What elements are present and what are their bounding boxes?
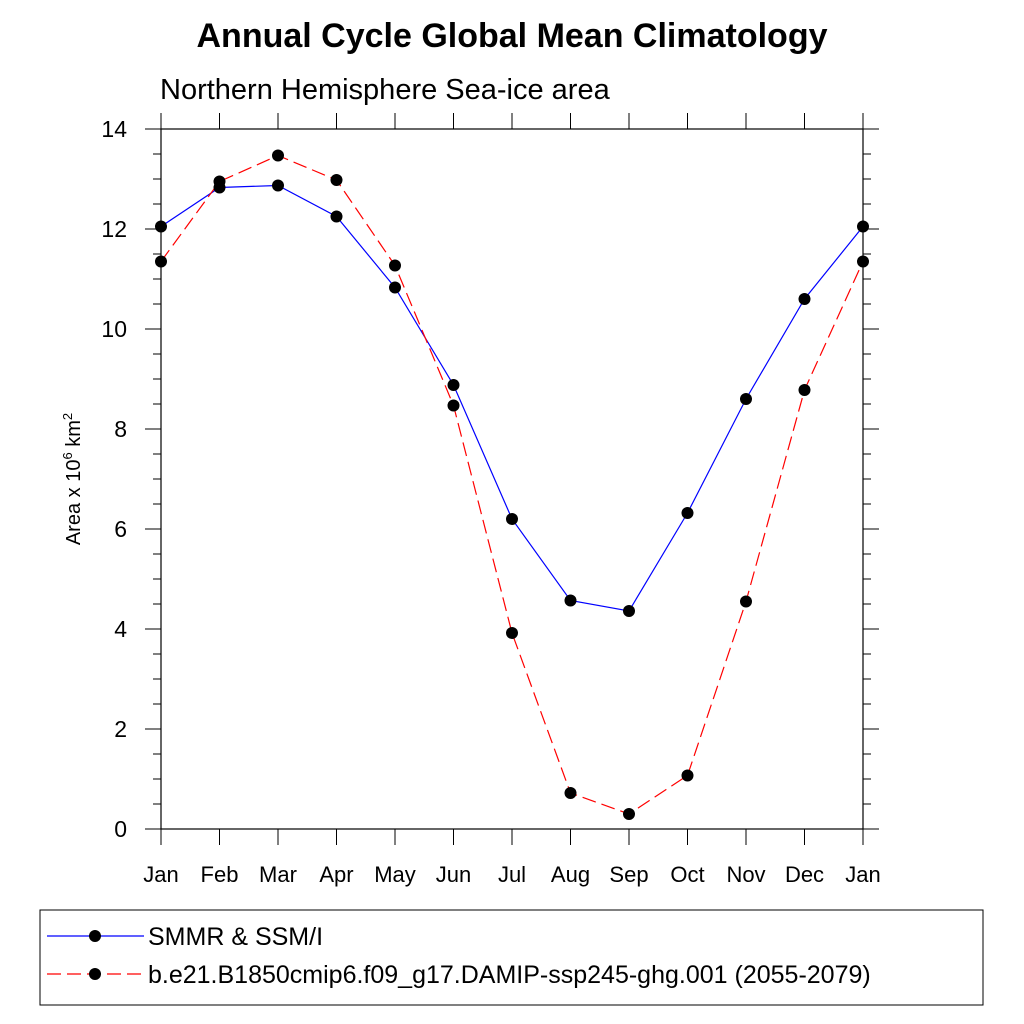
- series-1-point: [330, 210, 343, 223]
- x-tick-label: Jan: [143, 862, 178, 887]
- series-2-point: [681, 769, 694, 782]
- y-axis-label-text: Area x 10: [63, 460, 85, 546]
- y-axis-ticks: 0 2 4 6 8 10 12 14: [101, 116, 879, 842]
- series-2-point: [857, 255, 869, 268]
- x-tick-label: Sep: [609, 862, 648, 887]
- series-line-1: [160, 184, 864, 612]
- series-2-point: [213, 175, 226, 188]
- x-tick-label: May: [374, 862, 416, 887]
- series-1-point: [798, 293, 811, 305]
- series-2-point: [330, 174, 343, 186]
- y-tick-label: 2: [114, 716, 127, 742]
- chart-title: Annual Cycle Global Mean Climatology: [197, 17, 828, 55]
- legend-label-1: SMMR & SSM/I: [148, 923, 323, 951]
- plot-frame: [160, 128, 864, 830]
- series-2-point: [798, 384, 811, 396]
- series-2-point: [623, 808, 635, 820]
- series-line-2: [160, 154, 864, 815]
- y-tick-label: 12: [101, 216, 127, 242]
- series-2-point: [447, 399, 460, 412]
- x-tick-label: Nov: [726, 862, 765, 887]
- y-tick-label: 0: [114, 816, 127, 842]
- legend-box: [39, 909, 984, 1006]
- y-tick-label: 4: [114, 616, 127, 642]
- series-2-point: [740, 595, 752, 608]
- y-tick-label: 8: [114, 416, 127, 442]
- y-tick-label: 14: [101, 116, 127, 142]
- y-axis-label: Area x 106 km2: [60, 413, 85, 545]
- x-tick-label: Dec: [785, 862, 824, 887]
- x-tick-label: Feb: [201, 862, 239, 887]
- chart-subtitle: Northern Hemisphere Sea-ice area: [160, 74, 611, 106]
- series-1-point: [740, 393, 752, 405]
- x-tick-label: Apr: [319, 862, 353, 887]
- series-2-point: [155, 255, 167, 268]
- series-1-point: [506, 513, 518, 525]
- x-tick-label: Mar: [259, 862, 297, 887]
- series-2-point: [564, 787, 577, 799]
- y-tick-label: 10: [101, 316, 127, 342]
- y-axis-label-unit-exponent: 2: [60, 413, 75, 420]
- x-tick-label: Jun: [436, 862, 471, 887]
- series-1-point: [857, 220, 869, 233]
- series-1-point: [155, 220, 167, 233]
- x-tick-label: Jul: [498, 862, 526, 887]
- legend-label-2: b.e21.B1850cmip6.f09_g17.DAMIP-ssp245-gh…: [148, 961, 871, 989]
- x-tick-label: Jan: [845, 862, 880, 887]
- series-2-point: [389, 259, 401, 272]
- series-1-point: [389, 281, 401, 294]
- y-tick-label: 6: [114, 516, 127, 542]
- series-1-point: [447, 379, 460, 391]
- x-axis-ticks: Jan Feb Mar Apr May Jun Jul Aug Sep Oct Nov Dec Jan: [143, 113, 881, 887]
- series-1-point: [623, 605, 635, 617]
- legend-marker-1: [89, 930, 101, 942]
- series-1-point: [681, 507, 694, 519]
- legend-marker-2: [89, 968, 101, 980]
- series-2-point: [506, 627, 518, 639]
- y-axis-label-unit: km: [63, 420, 85, 447]
- series-layer: [155, 149, 869, 820]
- series-1-point: [272, 179, 284, 192]
- x-tick-label: Oct: [670, 862, 704, 887]
- series-2-point: [272, 149, 284, 162]
- series-1-point: [564, 594, 577, 607]
- y-axis-label-exponent: 6: [60, 452, 75, 459]
- x-tick-label: Aug: [551, 862, 590, 887]
- legend: SMMR & SSM/I b.e21.B1850cmip6.f09_g17.DAM…: [47, 923, 871, 989]
